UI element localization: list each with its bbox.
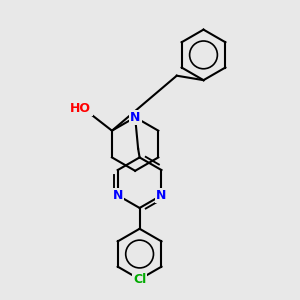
Text: Cl: Cl (133, 273, 146, 286)
Text: HO: HO (70, 102, 91, 115)
Text: N: N (156, 189, 167, 202)
Text: N: N (112, 189, 123, 202)
Text: N: N (130, 111, 140, 124)
